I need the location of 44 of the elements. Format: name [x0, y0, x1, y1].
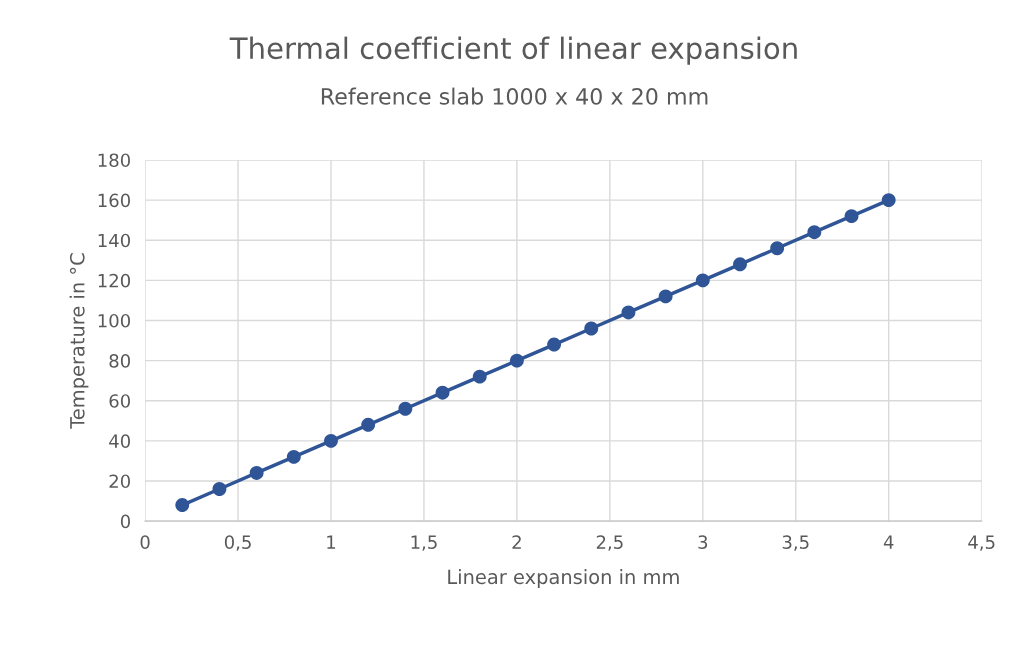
point [881, 193, 896, 208]
point [844, 209, 859, 224]
y-tick-label: 160 [98, 193, 130, 208]
y-tick-label: 0 [120, 514, 130, 529]
point [361, 417, 376, 432]
x-tick-label: 2,5 [596, 535, 623, 551]
y-tick-label: 20 [109, 474, 130, 489]
point [212, 482, 227, 496]
chart-subtitle: Reference slab 1000 x 40 x 20 mm [321, 87, 708, 105]
point [175, 498, 190, 512]
point [695, 273, 710, 288]
point [547, 337, 562, 352]
point [770, 241, 785, 256]
chart-title: Thermal coefficient of linear expansion [229, 36, 797, 65]
x-tick-label: 2 [512, 535, 521, 549]
point [658, 289, 673, 304]
y-tick-label: 60 [109, 394, 130, 408]
point [435, 385, 450, 400]
x-tick-label: 4 [883, 535, 894, 549]
point [584, 321, 599, 336]
x-tick-label: 4,5 [968, 535, 995, 551]
y-axis-title: Temperature in °C [69, 253, 89, 429]
point [509, 353, 524, 368]
y-tick-label: 40 [109, 434, 130, 448]
y-tick-label: 120 [98, 273, 130, 288]
x-tick-label: 3 [698, 535, 708, 549]
point [286, 449, 301, 464]
point [472, 369, 487, 384]
point [733, 257, 747, 272]
x-tick-label: 0 [140, 535, 150, 549]
point [324, 433, 338, 448]
y-tick-label: 100 [98, 313, 130, 328]
x-tick-label: 1 [327, 535, 336, 549]
point [249, 466, 264, 480]
x-tick-label: 0,5 [224, 535, 251, 551]
point [807, 225, 822, 240]
x-tick-label: 1,5 [411, 535, 437, 551]
y-tick-label: 140 [98, 233, 130, 248]
point [398, 401, 413, 416]
x-axis-title: Linear expansion in mm [448, 569, 679, 588]
x-tick-label: 3,5 [782, 535, 809, 551]
point [621, 305, 636, 320]
y-tick-label: 180 [98, 153, 130, 168]
y-tick-label: 80 [109, 354, 130, 368]
